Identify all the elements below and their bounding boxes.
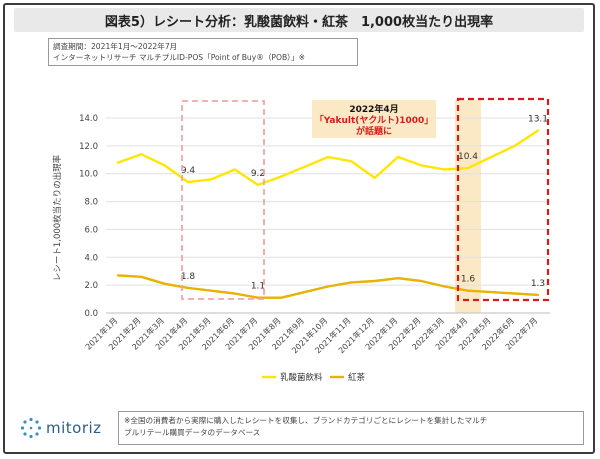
footnote-line-2: プルリテール購買データのデータベース — [124, 428, 261, 437]
data-label: 13.1 — [528, 115, 548, 125]
y-tick-label: 14.0 — [79, 114, 98, 124]
y-axis-label: レシート1,000枚当たりの出現率 — [52, 154, 63, 281]
highlight-band — [455, 100, 481, 313]
mitoriz-logo-icon — [20, 417, 42, 439]
y-tick-label: 4.0 — [84, 253, 98, 263]
y-tick-label: 2.0 — [84, 281, 98, 291]
annotation-line-2: 「Yakult(ヤクルト)1000」 — [315, 114, 434, 126]
y-tick-label: 0.0 — [84, 309, 98, 319]
data-label: 1.1 — [251, 282, 265, 292]
mitoriz-logo: mitoriz — [20, 414, 102, 442]
legend-label: 紅茶 — [348, 372, 366, 383]
survey-meta-box: 調査期間：2021年1月～2022年7月 インターネットリサーチ マルチプルID… — [48, 38, 358, 66]
footnote-line-1: ※全国の消費者から実際に購入したレシートを収集し、ブランドカテゴリごとにレシート… — [124, 416, 488, 425]
y-tick-label: 10.0 — [79, 170, 98, 180]
legend-label: 乳酸菌飲料 — [280, 372, 323, 383]
data-label: 1.3 — [531, 279, 545, 289]
data-label: 1.8 — [181, 272, 196, 282]
logo-text: mitoriz — [46, 419, 102, 437]
survey-period: 調査期間：2021年1月～2022年7月 — [53, 42, 178, 51]
series-line-black-tea — [116, 274, 540, 299]
data-label: 10.4 — [458, 152, 478, 162]
highlight-box-2021 — [181, 100, 265, 300]
footnote-box: ※全国の消費者から実際に購入したレシートを収集し、ブランドカテゴリごとにレシート… — [118, 411, 584, 445]
figure-title: 図表5）レシート分析：乳酸菌飲料・紅茶 1,000枚当たり出現率 — [14, 8, 584, 32]
highlight-box-2022 — [456, 97, 550, 302]
y-tick-label: 6.0 — [84, 225, 98, 235]
y-tick-label: 8.0 — [84, 198, 98, 208]
annotation-line-1: 2022年4月 — [349, 103, 398, 115]
annotation-line-3: が話題に — [356, 125, 392, 137]
y-tick-label: 12.0 — [79, 142, 98, 152]
data-label: 9.2 — [251, 169, 265, 179]
figure-frame — [3, 3, 595, 454]
data-label: 1.6 — [461, 275, 476, 285]
data-label: 9.4 — [181, 166, 196, 176]
data-source: インターネットリサーチ マルチプルID-POS「Point of Buy®（PO… — [53, 53, 305, 62]
annotation-background — [312, 100, 436, 138]
